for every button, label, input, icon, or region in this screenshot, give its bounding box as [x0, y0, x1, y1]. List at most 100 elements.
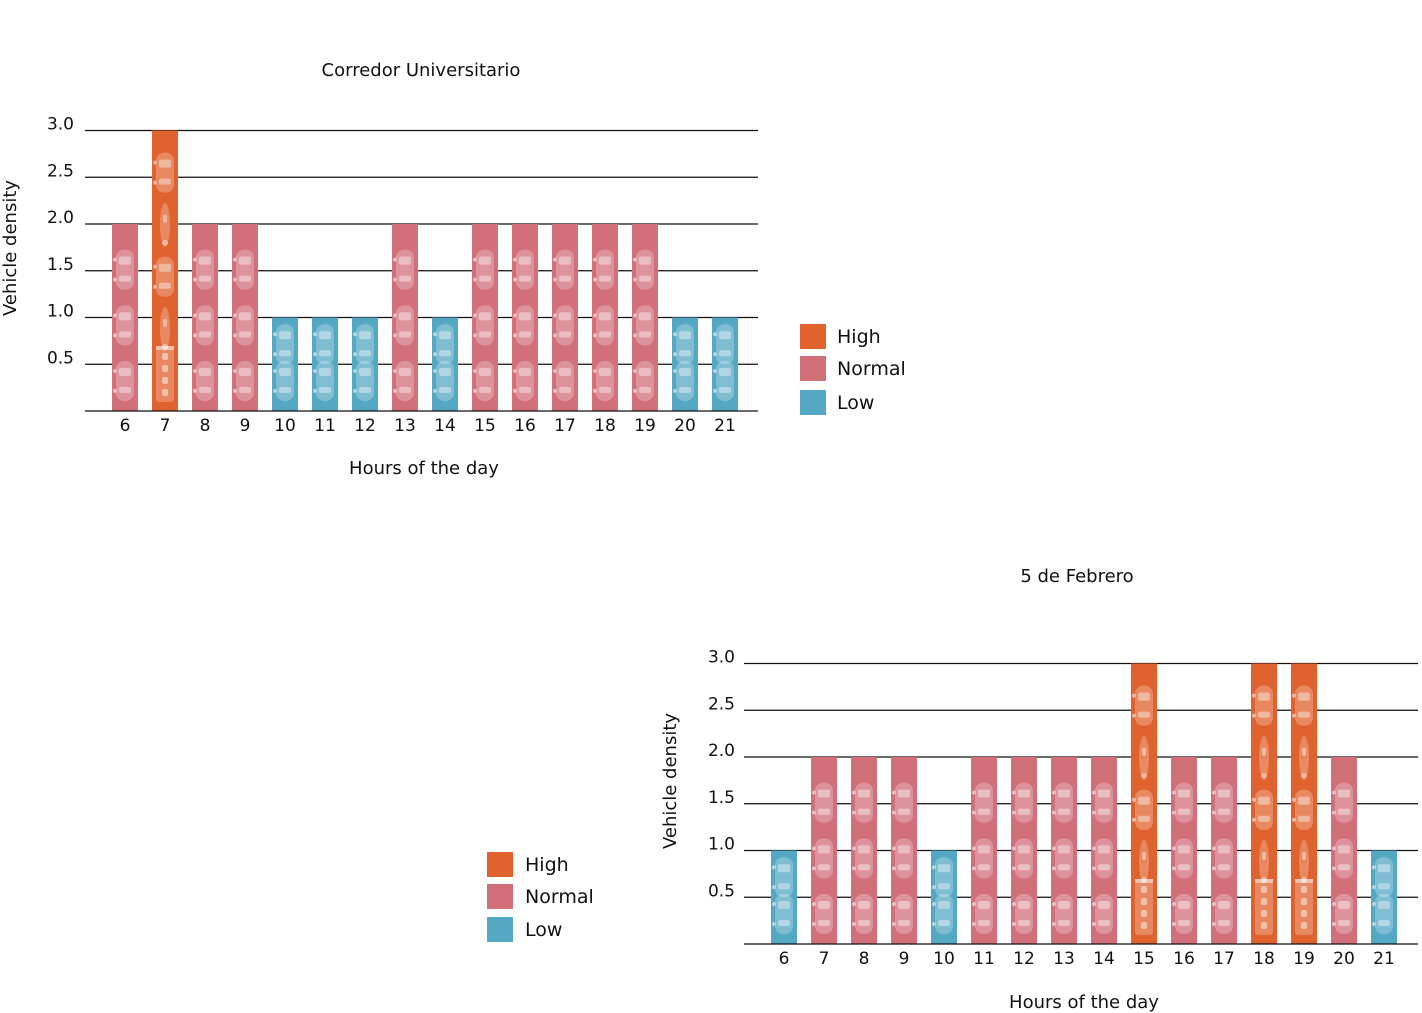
chart-5-de-febrero: 5 de Febrero 0.5 1.0 1.5 2.0 2.5 3.0 6 7 8 9 10 11 12… [487, 566, 1418, 1013]
car-icon [633, 361, 654, 401]
car-icon [593, 305, 614, 346]
car-icon [1012, 894, 1033, 934]
car-icon [473, 361, 494, 401]
car-icon [1172, 838, 1193, 879]
x-tick-label: 7 [819, 949, 830, 969]
x-axis-label: Hours of the day [349, 458, 499, 479]
bar-hour-13 [392, 224, 418, 411]
car-icon [513, 249, 534, 290]
car-icon [1252, 789, 1273, 830]
x-tick-label: 16 [1173, 949, 1195, 969]
x-tick-label: 11 [973, 949, 995, 969]
car-icon [713, 324, 734, 365]
car-icon [233, 361, 254, 401]
y-tick-label: 0.5 [47, 348, 74, 368]
x-tick-label: 8 [200, 416, 211, 436]
x-tick-label: 6 [120, 416, 131, 436]
legend-swatch-high [800, 324, 826, 349]
car-icon [812, 894, 833, 934]
motorcycle-icon [1259, 839, 1269, 884]
car-icon [473, 249, 494, 290]
legend-label-low: Low [837, 392, 874, 414]
chart-title: Corredor Universitario [322, 60, 521, 81]
car-icon [513, 361, 534, 401]
x-tick-label: 11 [314, 416, 336, 436]
x-tick-label: 10 [933, 949, 955, 969]
car-icon [473, 305, 494, 346]
bus-icon [1295, 879, 1313, 935]
bar-hour-21 [1371, 850, 1397, 944]
car-icon [193, 361, 214, 401]
car-icon [1332, 894, 1353, 934]
bar-hour-19 [1291, 663, 1317, 944]
x-tick-label: 14 [434, 416, 456, 436]
motorcycle-icon [1259, 735, 1269, 780]
bar-hour-6 [112, 224, 138, 411]
x-tick-label: 17 [554, 416, 576, 436]
bar-hour-10 [931, 850, 957, 944]
car-icon [393, 249, 414, 290]
y-tick-label: 0.5 [708, 881, 735, 901]
car-icon [892, 894, 913, 934]
bar-hour-17 [1211, 757, 1237, 944]
car-icon [812, 782, 833, 823]
x-axis-label: Hours of the day [1009, 992, 1159, 1013]
x-tick-label: 16 [514, 416, 536, 436]
car-icon [633, 305, 654, 346]
x-tick-label: 15 [1133, 949, 1155, 969]
car-icon [1252, 685, 1273, 726]
bar-hour-16 [512, 224, 538, 411]
car-icon [1132, 685, 1153, 726]
bar-hour-18 [592, 224, 618, 411]
x-tick-label: 17 [1213, 949, 1235, 969]
car-icon [1012, 782, 1033, 823]
car-icon [1372, 857, 1393, 898]
legend: High Normal Low [487, 852, 594, 942]
x-tick-label: 12 [1013, 949, 1035, 969]
motorcycle-icon [1299, 735, 1309, 780]
x-tick-label: 19 [1293, 949, 1315, 969]
bar-hour-7 [811, 757, 837, 944]
y-tick-label: 1.0 [708, 835, 735, 855]
car-icon [113, 305, 134, 346]
x-tick-label: 20 [674, 416, 696, 436]
car-icon [713, 361, 734, 401]
chart-title: 5 de Febrero [1020, 566, 1133, 587]
x-tick-label: 8 [859, 949, 870, 969]
bar-hour-11 [312, 317, 338, 411]
car-icon [553, 305, 574, 346]
car-icon [353, 361, 374, 401]
legend-swatch-high [487, 852, 513, 877]
car-icon [892, 838, 913, 879]
car-icon [892, 782, 913, 823]
car-icon [593, 249, 614, 290]
car-icon [1092, 838, 1113, 879]
car-icon [553, 249, 574, 290]
car-icon [313, 324, 334, 365]
car-icon [1212, 894, 1233, 934]
motorcycle-icon [1139, 735, 1149, 780]
y-tick-label: 1.5 [47, 255, 74, 275]
bar-hour-16 [1171, 757, 1197, 944]
car-icon [772, 894, 793, 934]
x-tick-label: 18 [1253, 949, 1275, 969]
car-icon [1372, 894, 1393, 934]
car-icon [972, 782, 993, 823]
car-icon [433, 324, 454, 365]
car-icon [673, 361, 694, 401]
legend-label-normal: Normal [837, 358, 906, 380]
x-tick-label: 20 [1333, 949, 1355, 969]
y-tick-label: 3.0 [47, 115, 74, 135]
x-tick-label: 13 [394, 416, 416, 436]
bar-hour-13 [1051, 757, 1077, 944]
car-icon [1332, 838, 1353, 879]
car-icon [193, 249, 214, 290]
car-icon [1052, 838, 1073, 879]
legend-swatch-normal [487, 884, 513, 909]
x-tick-label: 9 [240, 416, 251, 436]
car-icon [1212, 838, 1233, 879]
bar-hour-18 [1251, 663, 1277, 944]
x-tick-label: 18 [594, 416, 616, 436]
car-icon [153, 256, 174, 297]
car-icon [593, 361, 614, 401]
